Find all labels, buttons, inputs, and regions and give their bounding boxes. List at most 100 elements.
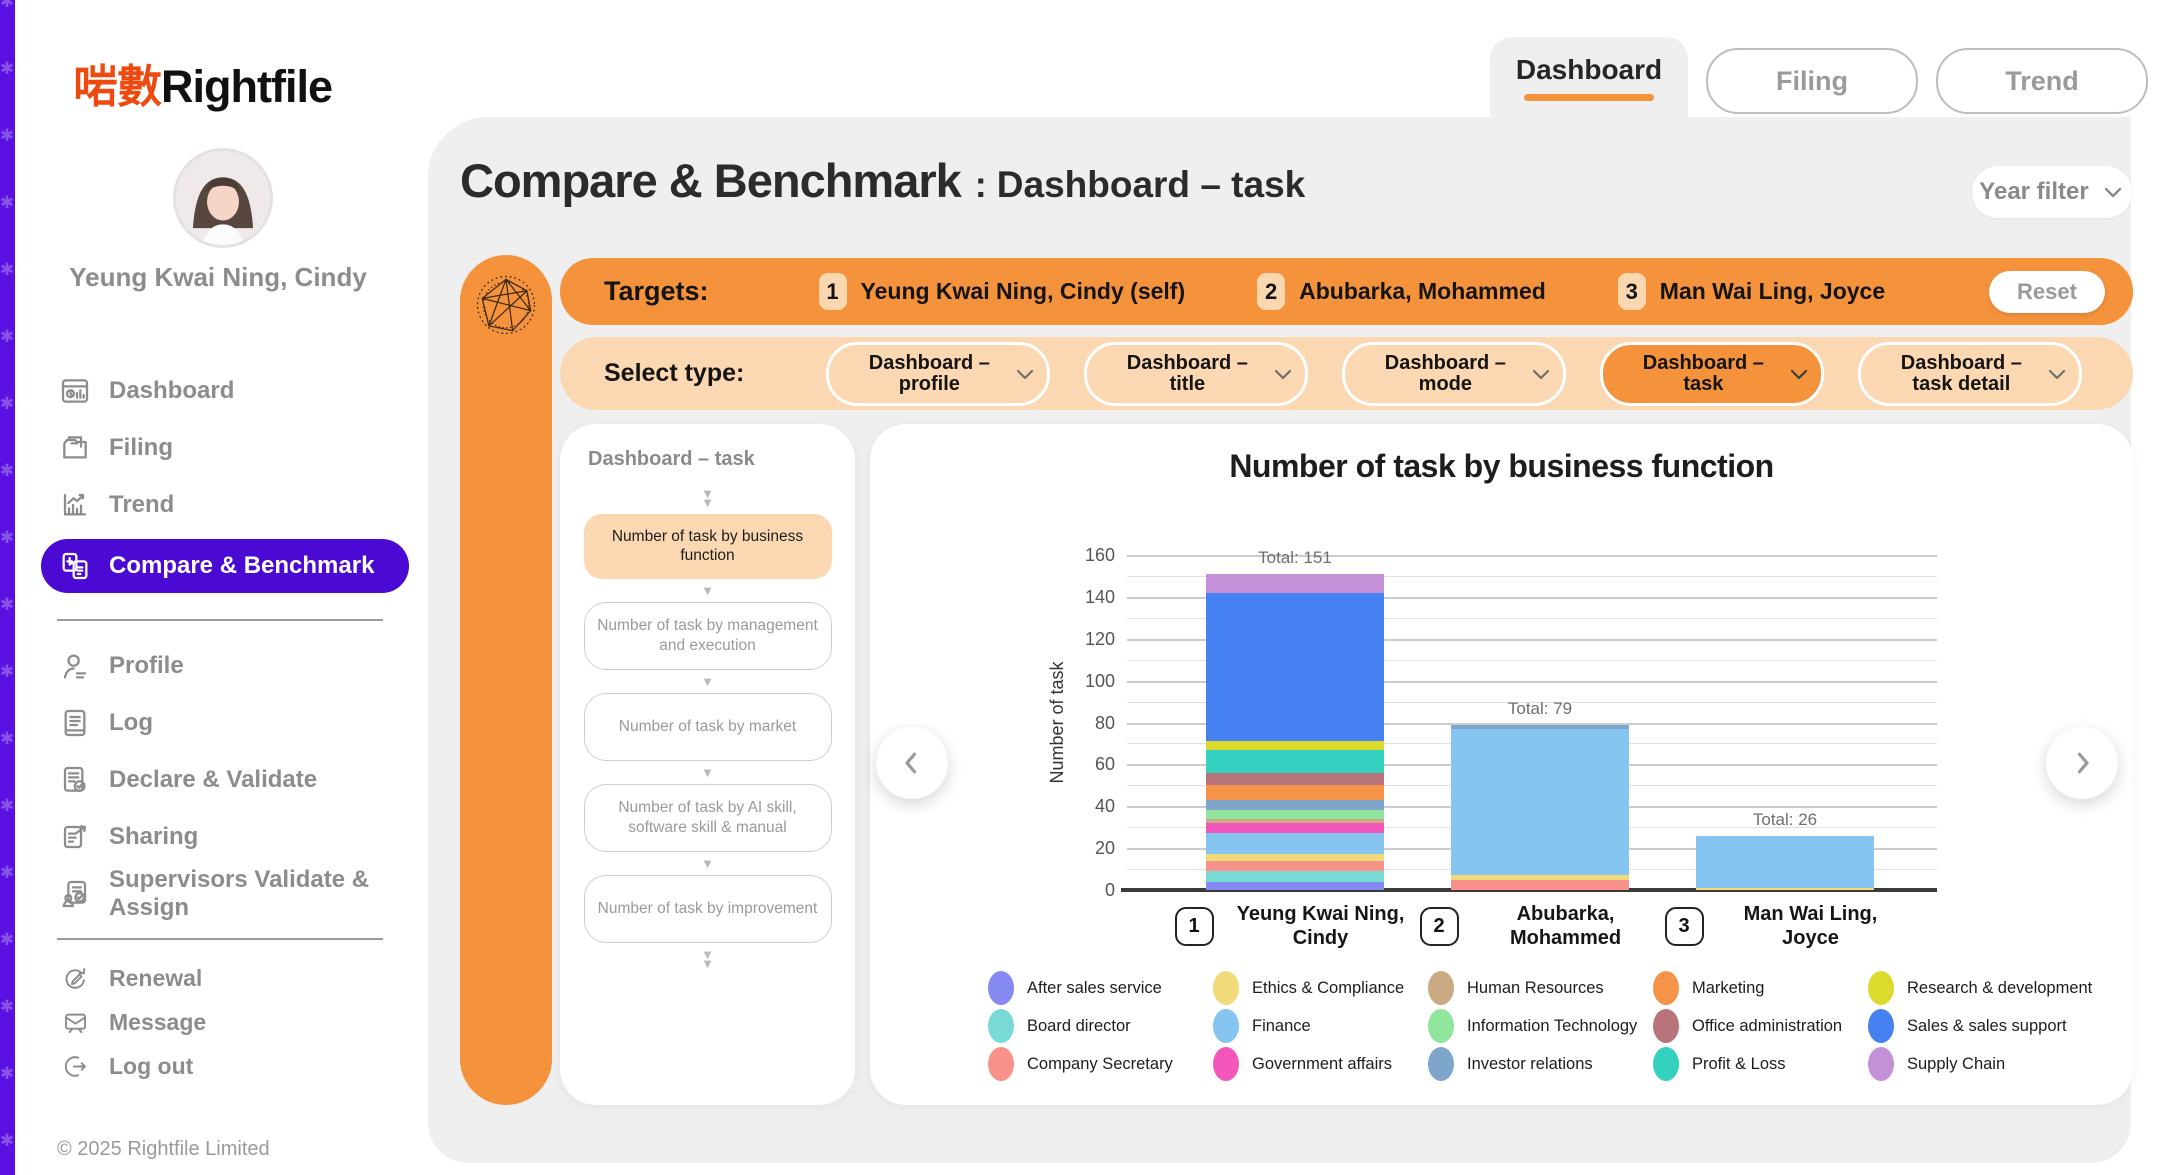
legend-item: Finance (1213, 1009, 1428, 1043)
flow-arrow-icon: ▼ (701, 673, 714, 689)
target-chip-2[interactable]: 2 Abubarka, Mohammed (1257, 273, 1546, 310)
sidebar-item-profile[interactable]: Profile (57, 637, 397, 694)
y-tick-label: 140 (1084, 586, 1115, 607)
chevron-down-icon (1271, 362, 1295, 386)
chart-legend: After sales service Board director Company… (988, 969, 2098, 1083)
flow-heading: Dashboard – task (588, 448, 755, 470)
year-filter-label: Year filter (1979, 178, 2089, 205)
sidebar-item-logout[interactable]: Log out (57, 1044, 397, 1088)
gridline (1127, 659, 1937, 661)
tab-dashboard[interactable]: Dashboard (1490, 37, 1688, 117)
investor-relations-segment (1451, 724, 1629, 729)
legend-item: Profit & Loss (1653, 1047, 1868, 1081)
category-name: Man Wai Ling, Joyce (1743, 903, 1878, 949)
ethics-compliance-segment (1206, 854, 1384, 861)
marketing-segment (1206, 785, 1384, 800)
finance-segment (1451, 728, 1629, 876)
reset-button[interactable]: Reset (1989, 270, 2105, 313)
chevron-down-icon (1013, 362, 1037, 386)
y-tick-label: 120 (1084, 628, 1115, 649)
category-badge: 3 (1664, 906, 1704, 946)
legend-swatch (1653, 1047, 1679, 1081)
sharing-icon (57, 819, 93, 855)
investor-relations-segment (1206, 799, 1384, 811)
chevron-down-icon (1787, 362, 1811, 386)
target-chip-1[interactable]: 1 Yeung Kwai Ning, Cindy (self) (818, 273, 1185, 310)
logout-icon (57, 1048, 93, 1084)
tab-filing[interactable]: Filing (1706, 48, 1918, 114)
flow-step-2[interactable]: Number of task by management and executi… (583, 601, 832, 670)
plot-area: Total: 151 Total: 79 Total: 26 (1121, 548, 1937, 892)
sidebar-item-declare-validate[interactable]: Declare & Validate (57, 751, 397, 808)
bar-total-label: Total: 79 (1507, 698, 1573, 718)
sales-sales-support-segment (1206, 592, 1384, 742)
legend-swatch (988, 1047, 1014, 1081)
bar-total-label: Total: 151 (1258, 547, 1332, 567)
legend-label: Company Secretary (1027, 1054, 1173, 1073)
carousel-prev-button[interactable] (876, 727, 948, 799)
flow-arrow-icon: ▼ (701, 764, 714, 780)
legend-swatch (1428, 971, 1454, 1005)
legend-label: Supply Chain (1907, 1054, 2006, 1073)
legend-label: Ethics & Compliance (1252, 978, 1405, 997)
flow-step-3[interactable]: Number of task by market (583, 692, 832, 761)
flow-step-4[interactable]: Number of task by AI skill, software ski… (583, 783, 832, 852)
select-type-title[interactable]: Dashboard – title (1084, 341, 1309, 406)
legend-item: Ethics & Compliance (1213, 971, 1428, 1005)
flow-step-5[interactable]: Number of task by improvement (583, 874, 832, 943)
category-name: Abubarka, Mohammed (1509, 903, 1622, 949)
select-type-profile[interactable]: Dashboard – profile (826, 341, 1051, 406)
finance-segment (1206, 833, 1384, 855)
year-filter-dropdown[interactable]: Year filter (1972, 166, 2132, 218)
chart-title: Number of task by business function (1229, 448, 1774, 484)
legend-item: Sales & sales support (1868, 1009, 2098, 1043)
company-secretary-segment (1206, 860, 1384, 872)
gridline (1127, 596, 1937, 599)
legend-swatch (1428, 1009, 1454, 1043)
category-badge: 1 (1174, 906, 1214, 946)
y-tick-label: 60 (1094, 754, 1115, 775)
profit-loss-segment (1206, 749, 1384, 773)
human-resources-segment (1206, 818, 1384, 823)
y-tick-label: 160 (1084, 545, 1115, 565)
select-type-mode[interactable]: Dashboard – mode (1342, 341, 1567, 406)
sidebar-item-dashboard[interactable]: Dashboard (57, 362, 397, 419)
sidebar-item-supervisors-validate-assign[interactable]: Supervisors Validate & Assign (57, 865, 397, 922)
carousel-next-button[interactable] (2046, 727, 2118, 799)
legend-swatch (988, 971, 1014, 1005)
sidebar-item-filing[interactable]: Filing (57, 419, 397, 476)
legend-item: Human Resources (1428, 971, 1653, 1005)
legend-swatch (988, 1009, 1014, 1043)
page-title-main: Compare & Benchmark (460, 154, 962, 207)
y-tick-label: 80 (1094, 712, 1115, 733)
select-type-task[interactable]: Dashboard – task (1600, 341, 1825, 406)
sidebar-item-trend[interactable]: Trend (57, 476, 397, 533)
tab-trend[interactable]: Trend (1936, 48, 2148, 114)
copyright: © 2025 Rightfile Limited (57, 1138, 270, 1160)
sidebar-item-message[interactable]: Message (57, 1000, 397, 1044)
gridline (1127, 638, 1937, 641)
sidebar-item-compare-benchmark[interactable]: Compare & Benchmark (41, 539, 409, 593)
sidebar-item-renewal[interactable]: Renewal (57, 956, 397, 1000)
flow-step-1[interactable]: Number of task by business function (583, 514, 832, 579)
sidebar-item-label: Filing (109, 433, 173, 461)
chevron-down-icon (2045, 362, 2069, 386)
legend-label: Investor relations (1467, 1054, 1593, 1073)
avatar-image (176, 151, 270, 245)
select-type-task-detail-label: Dashboard – task detail (1900, 351, 2022, 395)
legend-swatch (1213, 971, 1239, 1005)
select-type-task-detail[interactable]: Dashboard – task detail (1858, 341, 2083, 406)
category-badge: 2 (1419, 906, 1459, 946)
user-name: Yeung Kwai Ning, Cindy (69, 262, 367, 292)
select-type-task-label: Dashboard – task (1642, 351, 1764, 395)
legend-item: Research & development (1868, 971, 2098, 1005)
gridline (1127, 701, 1937, 703)
sidebar-item-log[interactable]: Log (57, 694, 397, 751)
legend-swatch (1868, 1047, 1894, 1081)
sidebar-item-sharing[interactable]: Sharing (57, 808, 397, 865)
targets-bar: Targets: 1 Yeung Kwai Ning, Cindy (self) 2… (560, 258, 2133, 325)
legend-item: Government affairs (1213, 1047, 1428, 1081)
target-chip-3[interactable]: 3 Man Wai Ling, Joyce (1617, 273, 1885, 310)
active-tab-underline (1524, 93, 1654, 101)
sidebar-item-label: Dashboard (109, 376, 235, 404)
